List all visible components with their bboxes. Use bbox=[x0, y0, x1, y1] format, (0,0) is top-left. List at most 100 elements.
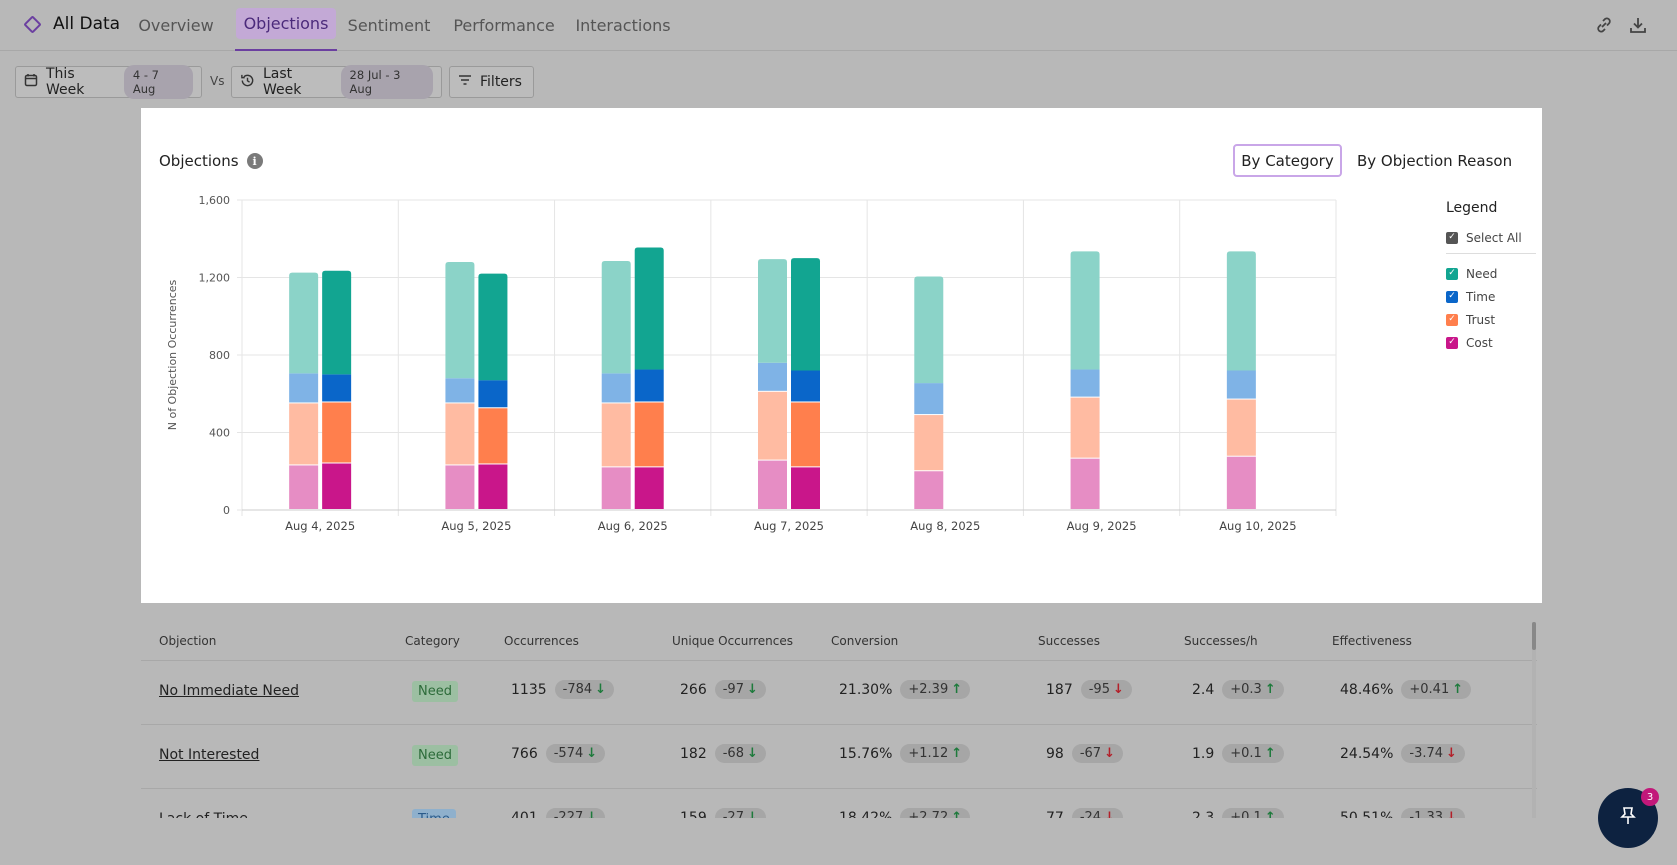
delta-badge: -27 ↓ bbox=[714, 808, 766, 818]
bar-previous-need bbox=[601, 261, 631, 374]
delta-badge: -95 ↓ bbox=[1080, 680, 1132, 699]
by-objection-reason-toggle[interactable]: By Objection Reason bbox=[1357, 151, 1513, 170]
delta-value: +0.3 bbox=[1230, 682, 1262, 697]
table-body: No Immediate Need Need 1135 -784 ↓ 266 -97 ↓ 21.… bbox=[141, 661, 1537, 818]
tab-label: Interactions bbox=[575, 15, 671, 35]
y-tick-label: 0 bbox=[223, 504, 230, 517]
table-scrollbar[interactable] bbox=[1532, 622, 1536, 818]
value: 24.54% bbox=[1340, 745, 1394, 762]
bar-previous-trust bbox=[289, 403, 319, 465]
arrow-down-icon: ↓ bbox=[1104, 810, 1115, 818]
bar-previous-cost bbox=[289, 465, 319, 509]
bar-current-need bbox=[791, 258, 820, 371]
delta-badge: -68 ↓ bbox=[714, 744, 766, 763]
checkbox-icon: ✓ bbox=[1446, 290, 1458, 303]
delta-badge: +0.41 ↑ bbox=[1401, 680, 1472, 699]
bar-previous-time bbox=[445, 378, 475, 403]
table-row[interactable]: Not Interested Need 766 -574 ↓ 182 -68 ↓ 15.76% +… bbox=[141, 725, 1537, 789]
bar-previous-trust bbox=[601, 403, 631, 467]
column-header[interactable]: Conversion bbox=[831, 634, 899, 648]
arrow-down-icon: ↓ bbox=[1112, 682, 1124, 697]
value: 15.76% bbox=[839, 745, 893, 762]
arrow-up-icon: ↑ bbox=[951, 810, 963, 818]
download-icon[interactable] bbox=[1627, 14, 1649, 36]
delta-badge: +2.72 ↑ bbox=[900, 808, 971, 818]
info-icon[interactable]: i bbox=[246, 153, 263, 169]
legend-item-cost[interactable]: ✓ Cost bbox=[1446, 331, 1536, 354]
objection-link[interactable]: Lack of Time bbox=[159, 811, 248, 818]
x-tick-label: Aug 8, 2025 bbox=[910, 519, 980, 533]
column-header[interactable]: Occurrences bbox=[504, 634, 579, 648]
legend: Legend ✓ Select All ✓ Need ✓ Time ✓ Trus… bbox=[1446, 200, 1536, 354]
tab-overview[interactable]: Overview bbox=[133, 0, 219, 50]
history-icon bbox=[240, 73, 255, 92]
column-header[interactable]: Unique Occurrences bbox=[672, 634, 794, 648]
legend-item-time[interactable]: ✓ Time bbox=[1446, 285, 1536, 308]
notification-badge: 3 bbox=[1641, 788, 1659, 806]
succ-cell: 98 -67 ↓ bbox=[1046, 744, 1123, 763]
succ-cell: 77 -24 ↓ bbox=[1046, 808, 1123, 818]
table-row[interactable]: No Immediate Need Need 1135 -784 ↓ 266 -97 ↓ 21.… bbox=[141, 661, 1537, 725]
delta-badge: +0.1 ↑ bbox=[1222, 808, 1284, 818]
sph-cell: 2.4 +0.3 ↑ bbox=[1192, 680, 1284, 699]
bar-previous-trust bbox=[445, 403, 475, 465]
bar-current-trust bbox=[634, 402, 664, 467]
bar-previous-time bbox=[1070, 369, 1100, 397]
arrow-up-icon: ↑ bbox=[951, 682, 963, 697]
x-tick-label: Aug 7, 2025 bbox=[754, 519, 824, 533]
bar-previous-trust bbox=[758, 391, 787, 460]
top-navigation: All Data Overview Objections Sentiment P… bbox=[0, 0, 1677, 51]
bar-previous-time bbox=[1226, 370, 1256, 399]
column-header[interactable]: Objection bbox=[159, 634, 217, 648]
occ-cell: 766 -574 ↓ bbox=[511, 744, 606, 763]
value: 182 bbox=[680, 745, 707, 762]
conv-cell: 15.76% +1.12 ↑ bbox=[839, 744, 971, 763]
category-badge: Time bbox=[412, 809, 456, 818]
pin-icon bbox=[1617, 805, 1639, 831]
bar-previous-cost bbox=[914, 471, 944, 509]
tab-performance[interactable]: Performance bbox=[453, 0, 554, 50]
column-header[interactable]: Successes bbox=[1038, 634, 1100, 648]
y-tick-label: 1,600 bbox=[199, 194, 231, 207]
tab-sentiment[interactable]: Sentiment bbox=[348, 0, 431, 50]
objection-link[interactable]: Not Interested bbox=[159, 747, 260, 763]
value: 50.51% bbox=[1340, 809, 1394, 819]
column-header[interactable]: Effectiveness bbox=[1332, 634, 1412, 648]
brand[interactable]: All Data bbox=[22, 14, 120, 34]
value: 2.3 bbox=[1192, 809, 1215, 819]
bar-previous-need bbox=[1070, 251, 1100, 370]
legend-item-trust[interactable]: ✓ Trust bbox=[1446, 308, 1536, 331]
table-header: Objection Category Occurrences Unique Oc… bbox=[141, 621, 1537, 661]
delta-value: -24 bbox=[1079, 810, 1102, 818]
link-icon[interactable] bbox=[1593, 14, 1615, 36]
delta-badge: -784 ↓ bbox=[554, 680, 615, 699]
filters-button[interactable]: Filters bbox=[449, 66, 534, 98]
value: 21.30% bbox=[839, 681, 893, 698]
eff-cell: 24.54% -3.74 ↓ bbox=[1340, 744, 1465, 763]
delta-value: -68 bbox=[722, 746, 744, 761]
tab-objections[interactable]: Objections bbox=[235, 0, 337, 51]
table-row[interactable]: Lack of TimeTime401-227↓159-27↓18.42%+2.… bbox=[141, 789, 1537, 818]
column-header[interactable]: Successes/h bbox=[1184, 634, 1258, 648]
by-category-toggle[interactable]: By Category bbox=[1233, 144, 1342, 177]
previous-period-button[interactable]: Last Week 28 Jul - 3 Aug bbox=[231, 65, 442, 99]
bar-current-time bbox=[322, 374, 352, 402]
current-period-button[interactable]: This Week 4 - 7 Aug bbox=[15, 65, 202, 99]
bar-previous-need bbox=[914, 276, 944, 384]
value: 48.46% bbox=[1340, 681, 1394, 698]
category-cell: Need bbox=[412, 745, 458, 766]
table-scrollbar-thumb[interactable] bbox=[1532, 622, 1536, 650]
delta-value: +1.12 bbox=[908, 746, 949, 761]
objection-link[interactable]: No Immediate Need bbox=[159, 683, 299, 699]
card-title-text: Objections bbox=[159, 152, 239, 170]
bar-current-need bbox=[478, 273, 508, 381]
column-header[interactable]: Category bbox=[405, 634, 460, 648]
value: 1135 bbox=[511, 681, 547, 698]
bar-previous-cost bbox=[601, 467, 631, 509]
legend-label: Cost bbox=[1466, 335, 1493, 350]
delta-value: -1.33 bbox=[1409, 810, 1444, 818]
bar-current-time bbox=[791, 370, 820, 402]
legend-item-need[interactable]: ✓ Need bbox=[1446, 262, 1536, 285]
tab-interactions[interactable]: Interactions bbox=[575, 0, 670, 50]
legend-select-all[interactable]: ✓ Select All bbox=[1446, 226, 1536, 249]
